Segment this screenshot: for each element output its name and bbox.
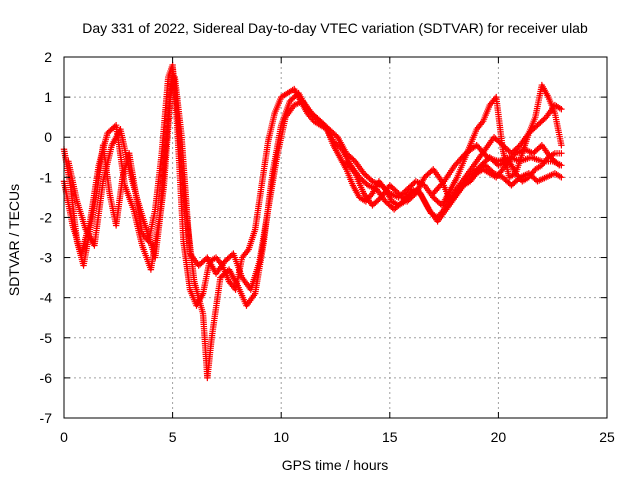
chart-title: Day 331 of 2022, Sidereal Day-to-day VTE… bbox=[82, 20, 588, 36]
x-tick-label: 0 bbox=[60, 429, 68, 445]
x-tick-label: 15 bbox=[382, 429, 398, 445]
data-marks bbox=[60, 61, 565, 382]
x-tick-label: 5 bbox=[169, 429, 177, 445]
x-tick-label: 10 bbox=[273, 429, 289, 445]
series-track-f bbox=[343, 158, 565, 209]
plot-frame bbox=[63, 56, 608, 419]
data-point bbox=[558, 142, 565, 149]
y-tick-label: 0 bbox=[44, 129, 52, 145]
y-tick-label: -4 bbox=[40, 290, 53, 306]
y-tick-label: -3 bbox=[40, 250, 53, 266]
y-tick-label: 2 bbox=[44, 49, 52, 65]
data-point bbox=[558, 174, 565, 181]
series-track-c bbox=[65, 73, 565, 293]
axes: 0 5 10 15 20 25 -7 -6 -5 -4 -3 -2 -1 0 1 2 bbox=[40, 49, 615, 445]
y-tick-label: -5 bbox=[40, 330, 53, 346]
x-tick-label: 20 bbox=[491, 429, 507, 445]
y-tick-label: -2 bbox=[40, 209, 53, 225]
data-point bbox=[558, 162, 565, 169]
y-tick-label: -6 bbox=[40, 370, 53, 386]
data-point bbox=[558, 150, 565, 157]
y-axis-label: SDTVAR / TECUs bbox=[6, 184, 22, 296]
series-track-d bbox=[440, 81, 565, 205]
data-point bbox=[558, 105, 565, 113]
x-axis-label: GPS time / hours bbox=[282, 457, 389, 473]
y-tick-label: -1 bbox=[40, 169, 53, 185]
x-tick-label: 25 bbox=[599, 429, 615, 445]
y-tick-label: -7 bbox=[40, 410, 53, 426]
y-tick-label: 1 bbox=[44, 89, 52, 105]
